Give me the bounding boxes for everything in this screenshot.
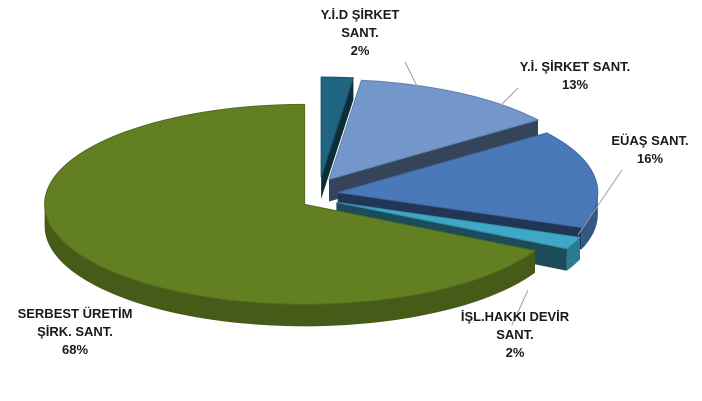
data-label: SERBEST ÜRETİM ŞİRK. SANT. 68% [5, 305, 145, 359]
data-label: İŞL.HAKKI DEVİR SANT. 2% [448, 308, 583, 362]
leader-line [577, 169, 623, 236]
data-label: Y.İ. ŞİRKET SANT. 13% [488, 58, 663, 94]
leader-line [404, 61, 419, 89]
value-label: 68% [61, 342, 89, 357]
value-label: 2% [505, 345, 525, 360]
pie-slice [336, 201, 582, 250]
value-label: 13% [561, 77, 589, 92]
pie-slice [44, 103, 537, 305]
leader-line [497, 87, 519, 109]
pie-tops [44, 76, 599, 305]
category-label: Y.İ.D ŞİRKET SANT. [320, 7, 400, 40]
pie-side [566, 237, 580, 271]
category-label: SERBEST ÜRETİM ŞİRK. SANT. [17, 306, 133, 339]
category-label: Y.İ. ŞİRKET SANT. [519, 59, 631, 74]
data-label: Y.İ.D ŞİRKET SANT. 2% [305, 6, 415, 60]
pie-wall [321, 77, 354, 200]
pie-slice [328, 79, 540, 181]
leader-lines [404, 61, 623, 326]
category-label: EÜAŞ SANT. [611, 133, 689, 148]
value-label: 2% [350, 43, 370, 58]
leader-line [511, 289, 529, 326]
value-label: 16% [636, 151, 664, 166]
data-label: EÜAŞ SANT. 16% [595, 132, 702, 168]
category-label: İŞL.HAKKI DEVİR SANT. [460, 309, 570, 342]
pie-side [581, 192, 598, 250]
pie-slice [320, 76, 355, 178]
